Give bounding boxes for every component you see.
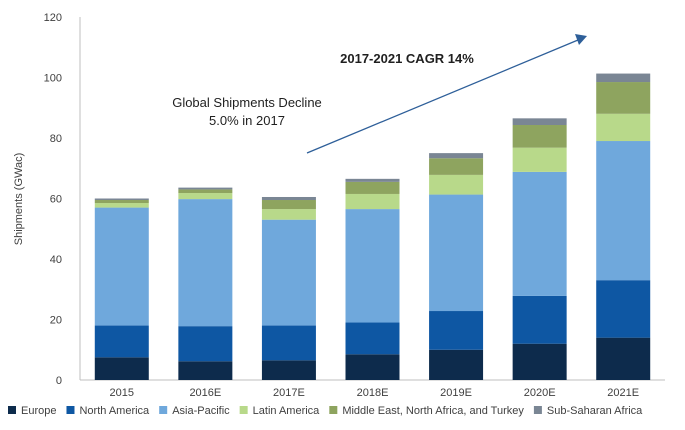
legend: Europe North America Asia-Pacific Latin Ame… (8, 405, 643, 417)
legend-label-1: North America (79, 405, 150, 417)
bar-2017E-series-4 (261, 200, 316, 210)
annotations: Global Shipments Decline 5.0% in 2017 20… (172, 34, 587, 154)
bar-2020E-series-0 (512, 343, 567, 380)
bar-2020E-series-2 (512, 171, 567, 296)
bar-2015-series-0 (94, 357, 149, 380)
x-tick-label-2020E: 2020E (524, 387, 556, 399)
bar-2018E-series-5 (345, 178, 400, 182)
x-tick-label-2015: 2015 (110, 387, 134, 399)
y-tick-label-40: 40 (50, 254, 62, 266)
bar-2017E-series-3 (261, 209, 316, 220)
bar-2017E-series-0 (261, 360, 316, 380)
bar-2015-series-4 (94, 200, 149, 204)
y-tick-label-0: 0 (56, 375, 62, 387)
bar-2018E-series-4 (345, 181, 400, 194)
bar-2021E-series-0 (596, 337, 651, 380)
cagr-annotation: 2017-2021 CAGR 14% (340, 51, 474, 66)
bar-2020E-series-5 (512, 118, 567, 125)
x-tick-label-2017E: 2017E (273, 387, 305, 399)
y-tick-label-20: 20 (50, 315, 62, 327)
bar-2017E-series-5 (261, 196, 316, 201)
bar-2020E-series-4 (512, 124, 567, 148)
legend-label-5: Sub-Saharan Africa (547, 405, 643, 417)
bar-2018E-series-2 (345, 209, 400, 323)
legend-swatch-4 (329, 406, 338, 414)
bar-2018E-series-1 (345, 322, 400, 355)
bar-2017E-series-2 (261, 219, 316, 326)
bar-2019E-series-3 (429, 174, 484, 195)
bar-2016E-series-1 (178, 326, 233, 362)
bar-2015-series-2 (94, 207, 149, 326)
legend-label-2: Asia-Pacific (172, 405, 230, 417)
bar-2015-series-3 (94, 203, 149, 208)
bar-2016E-series-4 (178, 189, 233, 194)
bar-2016E-series-2 (178, 199, 233, 327)
bar-2017E-series-1 (261, 325, 316, 361)
bar-2021E-series-1 (596, 280, 651, 338)
y-tick-label-60: 60 (50, 194, 62, 206)
bar-2020E-series-3 (512, 147, 567, 172)
bar-2021E-series-5 (596, 73, 651, 83)
trend-arrowhead (575, 34, 587, 45)
legend-label-4: Middle East, North Africa, and Turkey (342, 405, 524, 417)
y-tick-label-120: 120 (44, 12, 62, 24)
bar-2016E-series-0 (178, 361, 233, 380)
legend-swatch-0 (8, 406, 16, 414)
bar-stacks (94, 73, 651, 380)
bar-2021E-series-2 (596, 141, 651, 281)
bar-2019E-series-4 (429, 158, 484, 175)
decline-annotation-line1: Global Shipments Decline (172, 95, 322, 110)
y-tick-label-100: 100 (44, 73, 62, 85)
x-tick-labels: 2015 2016E 2017E 2018E 2019E 2020E 2021E (110, 387, 640, 399)
bar-2016E-series-5 (178, 187, 233, 190)
bar-2019E-series-0 (429, 349, 484, 380)
bar-2019E-series-2 (429, 194, 484, 312)
trend-arrow (306, 39, 579, 154)
legend-swatch-2 (159, 406, 168, 414)
legend-swatch-1 (66, 406, 75, 414)
x-tick-label-2019E: 2019E (440, 387, 472, 399)
legend-swatch-5 (533, 406, 542, 414)
x-tick-label-2018E: 2018E (357, 387, 389, 399)
bar-2020E-series-1 (512, 295, 567, 344)
y-tick-label-80: 80 (50, 133, 62, 145)
y-tick-labels: 0 20 40 60 80 100 120 (44, 12, 62, 387)
legend-label-3: Latin America (253, 405, 321, 417)
bar-2018E-series-0 (345, 354, 400, 380)
legend-swatch-3 (239, 406, 248, 414)
y-axis-label: Shipments (GWac) (13, 153, 25, 246)
bar-2021E-series-3 (596, 113, 651, 142)
bar-2021E-series-4 (596, 82, 651, 114)
x-tick-label-2016E: 2016E (189, 387, 221, 399)
bar-2015-series-5 (94, 198, 149, 201)
bar-2016E-series-3 (178, 193, 233, 200)
legend-label-0: Europe (21, 405, 56, 417)
bar-2019E-series-5 (429, 153, 484, 159)
bar-2015-series-1 (94, 325, 149, 358)
bar-2018E-series-3 (345, 193, 400, 210)
bar-2019E-series-1 (429, 311, 484, 350)
decline-annotation-line2: 5.0% in 2017 (209, 113, 285, 128)
x-tick-label-2021E: 2021E (607, 387, 639, 399)
